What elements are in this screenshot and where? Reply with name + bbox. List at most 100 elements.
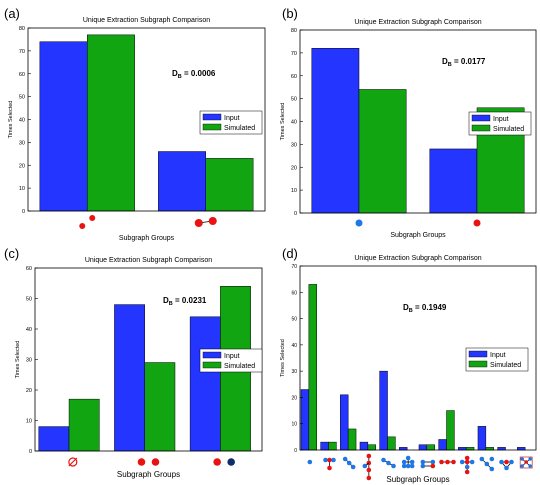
node-icon	[528, 464, 532, 468]
category-icon-d-dot	[307, 459, 313, 465]
category-icon-d-line	[381, 457, 396, 469]
db-annotation: DB = 0.1949	[403, 303, 447, 314]
node-icon	[524, 460, 528, 464]
node-icon	[362, 463, 368, 469]
node-icon	[504, 459, 509, 465]
node-icon	[381, 457, 386, 463]
node-icon	[439, 459, 444, 465]
db-annotation: DB = 0.0231	[163, 296, 207, 307]
node-icon	[420, 459, 426, 465]
y-tick-label: 60	[26, 266, 32, 272]
node-icon	[479, 456, 485, 462]
legend-label-input: Input	[490, 352, 506, 359]
y-tick-label: 10	[291, 188, 297, 194]
bar-simulated-g7	[426, 444, 435, 451]
node-icon	[430, 459, 436, 465]
node-icon	[227, 458, 235, 466]
bar-simulated-empty	[68, 398, 100, 452]
legend-label-input: Input	[493, 116, 509, 123]
y-tick-label: 40	[26, 327, 32, 333]
legend-label-input: Input	[224, 115, 240, 122]
node-icon	[79, 223, 86, 229]
y-tick-label: 10	[291, 422, 297, 428]
category-icon-red-edge	[194, 217, 217, 227]
node-icon	[489, 466, 495, 472]
node-icon	[504, 465, 509, 471]
node-icon	[323, 457, 328, 463]
y-axis-label: Times Selected	[280, 103, 286, 141]
y-tick-label: 50	[291, 317, 297, 323]
y-tick-label: 60	[291, 290, 297, 296]
legend: Input Simulated	[199, 110, 263, 135]
y-tick-label: 80	[291, 28, 297, 34]
category-icon-d-net	[499, 459, 514, 471]
bar-input-two-red-nodes	[114, 304, 145, 452]
panel-label: (c)	[4, 246, 19, 261]
node-icon	[401, 459, 407, 465]
node-icon	[420, 463, 426, 469]
node-icon	[342, 456, 348, 462]
y-tick-label: 0	[29, 449, 32, 455]
chart-title: Unique Extraction Subgraph Comparison	[354, 255, 481, 262]
y-tick-label: 30	[291, 142, 297, 148]
bar-input-two-red-nodes	[39, 41, 88, 212]
node-icon	[151, 458, 160, 466]
legend-swatch-input	[202, 113, 222, 121]
legend-swatch-simulated	[202, 361, 222, 369]
y-tick-label: 20	[26, 388, 32, 394]
category-icon-red-navy-pair	[213, 458, 235, 466]
y-tick-label: 30	[19, 140, 25, 146]
y-tick-label: 40	[291, 343, 297, 349]
node-icon	[459, 459, 465, 465]
node-icon	[327, 457, 332, 463]
node-icon	[499, 459, 504, 465]
bar-simulated-two-red-nodes	[144, 362, 176, 452]
category-icon-red-pair	[79, 215, 96, 229]
category-icon-red-single	[473, 219, 481, 227]
legend-swatch-simulated	[202, 123, 222, 131]
chart-panel-2: (b) Unique Extraction Subgraph Comparison…	[280, 6, 537, 239]
y-tick-label: 0	[22, 209, 25, 215]
legend: Input Simulated	[199, 348, 263, 373]
y-axis-label: Times Selected	[8, 101, 14, 139]
node-icon	[391, 463, 396, 469]
node-icon	[307, 459, 313, 465]
bar-simulated-g3	[347, 428, 357, 451]
node-icon	[350, 464, 356, 470]
node-icon	[445, 459, 450, 465]
y-tick-label: 50	[291, 97, 297, 103]
node-icon	[409, 463, 415, 469]
legend-swatch-simulated	[468, 360, 488, 368]
node-icon	[327, 465, 332, 471]
highlight-box	[519, 456, 533, 469]
db-annotation: DB = 0.0177	[442, 57, 486, 68]
panel-label: (b)	[282, 6, 298, 21]
bar-input-g5	[379, 370, 388, 451]
node-icon	[473, 219, 481, 227]
y-tick-label: 0	[294, 448, 297, 454]
node-icon	[401, 463, 407, 469]
y-tick-label: 70	[19, 49, 25, 55]
chart-panel-1: (a) Unique Extraction Subgraph Comparison…	[4, 6, 266, 242]
node-icon	[520, 457, 524, 461]
y-tick-label: 80	[19, 26, 25, 32]
node-icon	[464, 464, 470, 470]
bar-simulated-g1	[308, 284, 317, 451]
y-tick-label: 60	[291, 74, 297, 80]
chart-title: Unique Extraction Subgraph Comparison	[83, 17, 210, 24]
bar-simulated-g2	[328, 441, 337, 451]
bar-simulated-blue-node	[358, 89, 407, 214]
empty-set-icon	[68, 457, 78, 467]
bar-input-g1	[300, 389, 310, 451]
category-icon-d-cluster	[401, 455, 415, 469]
legend-label-simulated: Simulated	[224, 363, 255, 370]
category-icon-d-tee	[323, 457, 336, 471]
node-icon	[208, 217, 217, 225]
bar-simulated-g8	[446, 410, 455, 451]
y-tick-label: 30	[291, 369, 297, 375]
bar-simulated-g5	[387, 436, 396, 451]
node-icon	[366, 467, 372, 473]
bar-input-red-node	[429, 148, 478, 214]
node-icon	[194, 219, 203, 227]
category-icon-empty-set	[68, 457, 78, 467]
